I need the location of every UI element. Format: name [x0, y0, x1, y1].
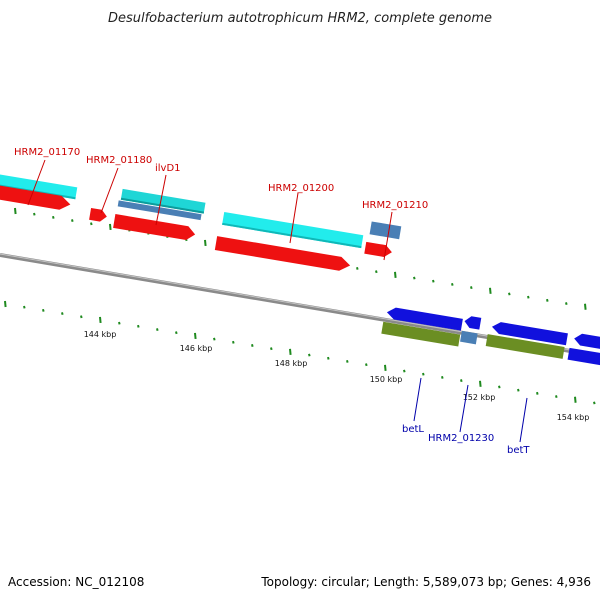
gene-bar-betl[interactable] [381, 321, 461, 347]
gene-label-hrm2-01200[interactable]: HRM2_01200 [268, 183, 334, 194]
tick-mark [61, 312, 64, 316]
tick-mark [14, 207, 17, 215]
map-title: Desulfobacterium autotrophicum HRM2, com… [108, 11, 492, 26]
tick-mark [489, 287, 492, 294]
tick-mark [232, 340, 235, 344]
tick-mark [251, 344, 254, 347]
tick-mark [346, 360, 349, 363]
gene-arrow-6[interactable] [464, 315, 482, 330]
tick-mark [90, 222, 93, 226]
tick-mark [470, 286, 473, 290]
gene-arrow-2[interactable] [89, 207, 108, 223]
tick-mark [565, 302, 568, 306]
gene-arrow-4[interactable] [214, 236, 351, 272]
tick-mark [584, 303, 587, 310]
tick-mark [270, 347, 273, 351]
gene-label-betl[interactable]: betL [402, 424, 424, 435]
tick-mark [527, 295, 530, 299]
leader-line [27, 159, 46, 206]
gene-label-hrm2-01180[interactable]: HRM2_01180 [86, 155, 152, 166]
leader-line [100, 167, 119, 214]
gene-bar-hrm2-01200[interactable] [222, 211, 364, 249]
tick-mark [384, 364, 387, 371]
gene-arrow-bett[interactable] [491, 321, 568, 346]
tick-mark [23, 305, 26, 309]
tick-mark [52, 215, 55, 219]
tick-mark [555, 395, 558, 399]
tick-mark [289, 348, 292, 355]
kbp-label: 150 kbp [370, 375, 403, 384]
tick-mark [546, 298, 549, 302]
kbp-label: 152 kbp [463, 393, 496, 402]
tick-mark [593, 401, 596, 405]
gene-arrow-7[interactable] [573, 333, 600, 354]
gene-arrow-5[interactable] [364, 241, 393, 258]
tick-mark [213, 337, 216, 341]
gene-bar-hrm2-01230[interactable] [460, 330, 478, 345]
tick-mark [432, 279, 435, 283]
kbp-label: 148 kbp [275, 359, 308, 368]
gene-label-ilvd1[interactable]: ilvD1 [155, 163, 181, 174]
tick-mark [356, 267, 359, 270]
tick-mark [71, 219, 74, 223]
gene-bar-hrm2-01210[interactable] [369, 221, 402, 240]
tick-mark [394, 271, 397, 278]
tick-mark [137, 324, 140, 328]
gene-arrow-betl[interactable] [386, 306, 463, 331]
leader-line [289, 192, 299, 244]
tick-mark [403, 369, 406, 373]
tick-mark [498, 385, 501, 389]
leader-line [155, 174, 167, 226]
gene-bar-ilvd1[interactable] [120, 188, 206, 214]
tick-mark [441, 375, 444, 379]
tick-mark [4, 300, 7, 308]
gene-label-bett[interactable]: betT [507, 445, 530, 456]
tick-mark [118, 321, 121, 325]
leader-line [413, 377, 422, 422]
tick-mark [451, 282, 454, 286]
kbp-label: 154 kbp [557, 413, 590, 422]
gene-bar-hrm2-01170[interactable] [0, 171, 78, 200]
tick-mark [460, 379, 463, 383]
gene-arrow-1[interactable] [0, 183, 72, 211]
tick-mark [365, 363, 368, 367]
leader-line [383, 211, 393, 261]
tick-mark [109, 223, 112, 231]
tick-mark [308, 353, 311, 357]
tick-mark [99, 316, 102, 324]
tick-mark [156, 328, 159, 331]
leader-line [459, 384, 469, 433]
gene-label-hrm2-01170[interactable]: HRM2_01170 [14, 147, 80, 158]
gene-label-hrm2-01210[interactable]: HRM2_01210 [362, 200, 428, 211]
genome-stats-text: Topology: circular; Length: 5,589,073 bp… [260, 575, 591, 589]
tick-mark [517, 388, 520, 392]
tick-mark [204, 239, 207, 247]
tick-mark [479, 380, 482, 387]
gene-bar-bett[interactable] [485, 334, 565, 359]
tick-mark [194, 332, 197, 340]
tick-mark [422, 372, 425, 376]
tick-mark [536, 391, 539, 395]
tick-mark [80, 315, 83, 319]
tick-mark [375, 270, 378, 274]
gene-label-hrm2-01230[interactable]: HRM2_01230 [428, 433, 494, 444]
tick-mark [175, 331, 178, 335]
gene-bar-ilvd1-steel[interactable] [117, 200, 202, 221]
accession-text: Accession: NC_012108 [8, 575, 144, 589]
tick-mark [508, 292, 511, 296]
tick-mark [33, 212, 36, 216]
leader-line [519, 397, 528, 443]
gene-bar-8[interactable] [567, 347, 600, 367]
tick-mark [42, 308, 45, 312]
tick-mark [413, 276, 416, 280]
kbp-label: 144 kbp [84, 330, 117, 339]
gene-arrow-3[interactable] [113, 214, 196, 241]
kbp-label: 146 kbp [180, 344, 213, 353]
tick-mark [327, 356, 330, 360]
tick-mark [574, 396, 577, 403]
